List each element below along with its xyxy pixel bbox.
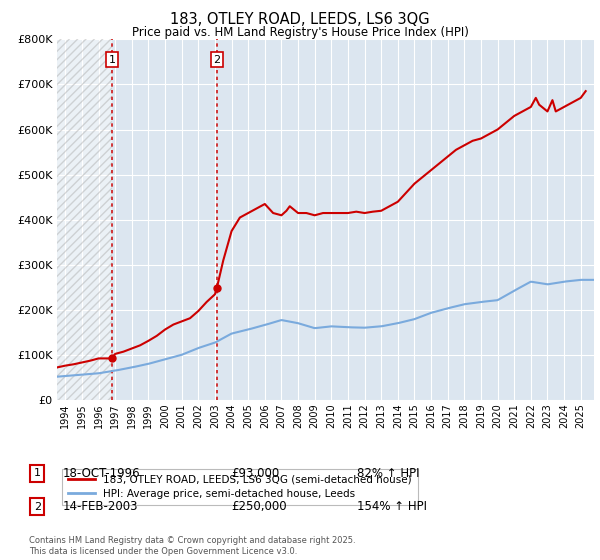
Text: Contains HM Land Registry data © Crown copyright and database right 2025.
This d: Contains HM Land Registry data © Crown c… xyxy=(29,536,355,556)
Text: £93,000: £93,000 xyxy=(231,466,279,480)
Text: £250,000: £250,000 xyxy=(231,500,287,514)
Text: 18-OCT-1996: 18-OCT-1996 xyxy=(63,466,140,480)
Text: 183, OTLEY ROAD, LEEDS, LS6 3QG: 183, OTLEY ROAD, LEEDS, LS6 3QG xyxy=(170,12,430,27)
Text: 14-FEB-2003: 14-FEB-2003 xyxy=(63,500,139,514)
Text: 1: 1 xyxy=(34,468,41,478)
Text: 1: 1 xyxy=(109,54,115,64)
Text: 2: 2 xyxy=(214,54,220,64)
Text: 2: 2 xyxy=(34,502,41,512)
Legend: 183, OTLEY ROAD, LEEDS, LS6 3QG (semi-detached house), HPI: Average price, semi-: 183, OTLEY ROAD, LEEDS, LS6 3QG (semi-de… xyxy=(62,469,418,505)
Text: 154% ↑ HPI: 154% ↑ HPI xyxy=(357,500,427,514)
Bar xyxy=(57,39,112,400)
Text: 82% ↑ HPI: 82% ↑ HPI xyxy=(357,466,419,480)
Text: Price paid vs. HM Land Registry's House Price Index (HPI): Price paid vs. HM Land Registry's House … xyxy=(131,26,469,39)
